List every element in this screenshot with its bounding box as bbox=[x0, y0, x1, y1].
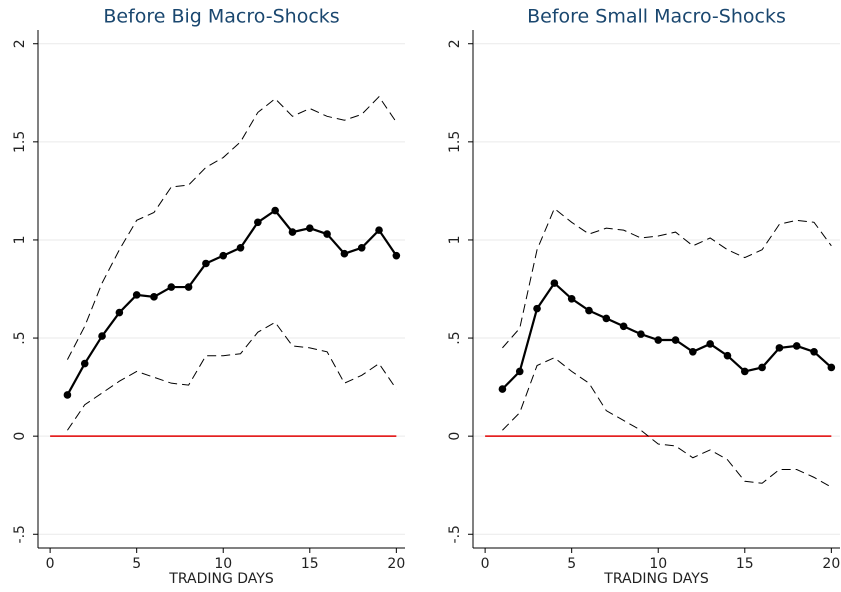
point bbox=[533, 304, 541, 313]
panel: Before Small Macro-Shocks-.50.511.520 5 10… bbox=[447, 6, 840, 588]
point bbox=[498, 385, 507, 393]
series-line bbox=[502, 357, 832, 488]
point bbox=[827, 363, 836, 372]
point bbox=[98, 332, 106, 340]
series-line bbox=[502, 207, 832, 349]
x-tick-label: 10 bbox=[214, 556, 232, 572]
point bbox=[288, 228, 297, 236]
point bbox=[254, 218, 262, 227]
series-line bbox=[66, 95, 397, 360]
point bbox=[550, 279, 559, 287]
chart-title: Before Small Macro-Shocks bbox=[527, 6, 786, 28]
point bbox=[63, 391, 72, 399]
panel: Before Big Macro-Shocks-.50.511.520 5 10 15… bbox=[12, 6, 405, 588]
point bbox=[585, 306, 593, 315]
point bbox=[654, 336, 663, 344]
point bbox=[167, 283, 176, 291]
point bbox=[132, 291, 141, 299]
point bbox=[637, 330, 645, 338]
chart-title: Before Big Macro-Shocks bbox=[103, 6, 339, 28]
point bbox=[392, 251, 401, 260]
y-tick-label: .5 bbox=[12, 331, 28, 344]
y-tick-label: -.5 bbox=[447, 525, 463, 543]
point bbox=[602, 314, 611, 323]
series-line bbox=[66, 209, 398, 396]
point bbox=[305, 224, 314, 232]
x-tick-label: 20 bbox=[822, 556, 840, 572]
x-tick-label: 15 bbox=[736, 556, 754, 572]
point bbox=[115, 308, 124, 317]
point bbox=[706, 340, 714, 348]
y-tick-label: 1 bbox=[12, 235, 28, 244]
point bbox=[758, 363, 766, 372]
y-tick-label: 1.5 bbox=[12, 131, 28, 153]
point bbox=[723, 351, 732, 360]
point bbox=[323, 230, 331, 238]
y-tick-label: .5 bbox=[447, 331, 463, 344]
series-line bbox=[67, 321, 397, 431]
point bbox=[184, 283, 193, 291]
point bbox=[671, 336, 680, 344]
point bbox=[340, 249, 349, 258]
y-tick-label: 0 bbox=[12, 432, 28, 441]
y-tick-label: 1 bbox=[447, 235, 463, 244]
y-tick-label: -.5 bbox=[12, 525, 28, 543]
point bbox=[619, 322, 628, 331]
point bbox=[80, 359, 89, 368]
x-tick-label: 20 bbox=[387, 556, 405, 572]
point bbox=[689, 347, 697, 356]
y-tick-label: 2 bbox=[12, 39, 28, 48]
point bbox=[740, 367, 749, 376]
point bbox=[810, 347, 818, 356]
point bbox=[515, 367, 524, 376]
point bbox=[271, 206, 279, 215]
x-tick-label: 5 bbox=[132, 556, 141, 572]
x-axis-label: TRADING DAYS bbox=[603, 571, 709, 587]
point bbox=[357, 243, 366, 252]
point bbox=[150, 293, 158, 301]
series-line bbox=[501, 281, 833, 390]
x-tick-label: 10 bbox=[649, 556, 667, 572]
point bbox=[236, 243, 245, 252]
y-tick-label: 1.5 bbox=[447, 131, 463, 153]
y-tick-label: 0 bbox=[447, 432, 463, 441]
point bbox=[202, 259, 210, 268]
x-tick-label: 15 bbox=[301, 556, 319, 572]
x-tick-label: 5 bbox=[567, 556, 576, 572]
point bbox=[375, 226, 383, 234]
y-tick-label: 2 bbox=[447, 39, 463, 48]
x-tick-label: 0 bbox=[46, 556, 55, 572]
point bbox=[219, 251, 228, 260]
point bbox=[792, 342, 801, 350]
x-tick-label: 0 bbox=[481, 556, 490, 572]
point bbox=[567, 295, 576, 303]
x-axis-label: TRADING DAYS bbox=[168, 571, 274, 587]
point bbox=[775, 344, 784, 352]
